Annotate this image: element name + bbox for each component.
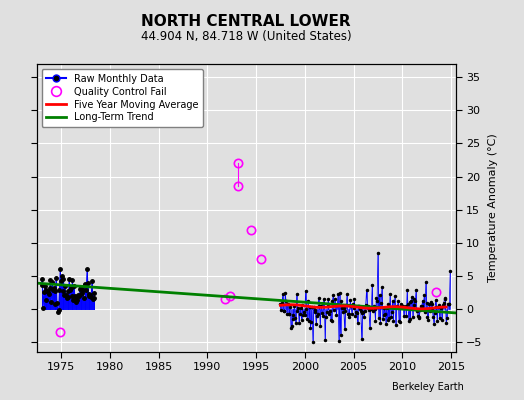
Text: Berkeley Earth: Berkeley Earth (392, 382, 464, 392)
Legend: Raw Monthly Data, Quality Control Fail, Five Year Moving Average, Long-Term Tren: Raw Monthly Data, Quality Control Fail, … (41, 69, 203, 127)
Text: NORTH CENTRAL LOWER: NORTH CENTRAL LOWER (141, 14, 351, 29)
Y-axis label: Temperature Anomaly (°C): Temperature Anomaly (°C) (488, 134, 498, 282)
Text: 44.904 N, 84.718 W (United States): 44.904 N, 84.718 W (United States) (141, 30, 352, 43)
